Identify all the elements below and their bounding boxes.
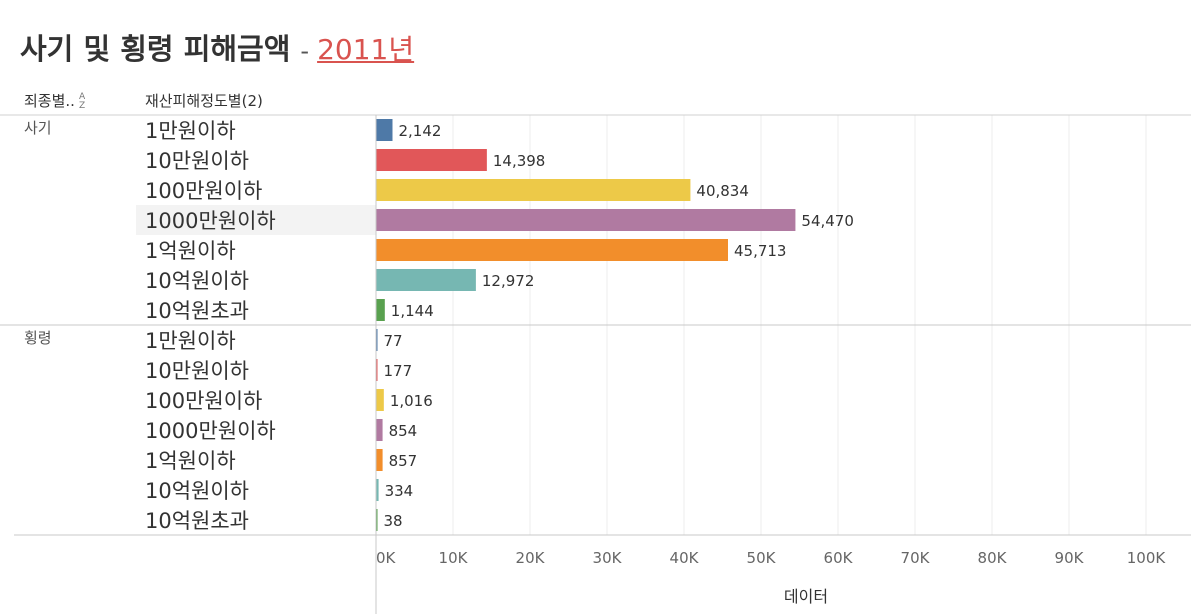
- bar[interactable]: [376, 329, 378, 351]
- category-label: 100만원이하: [145, 179, 262, 203]
- data-label: 857: [389, 452, 418, 470]
- column-header-crime-type-label: 죄종별..: [24, 92, 75, 110]
- bar[interactable]: [376, 119, 393, 141]
- category-label: 1억원이하: [145, 239, 236, 263]
- bar[interactable]: [376, 209, 796, 231]
- data-label: 14,398: [493, 152, 546, 170]
- x-tick-label: 10K: [439, 549, 469, 567]
- column-header-crime-type[interactable]: 죄종별.. A Z: [24, 90, 85, 111]
- data-label: 1,144: [391, 302, 434, 320]
- page-title: 사기 및 횡령 피해금액 - 2011년: [20, 26, 414, 70]
- category-label: 1000만원이하: [145, 209, 276, 233]
- data-label: 2,142: [398, 122, 441, 140]
- category-label: 1만원이하: [145, 329, 236, 353]
- bar[interactable]: [376, 299, 385, 321]
- bar[interactable]: [376, 149, 487, 171]
- data-label: 177: [384, 362, 413, 380]
- x-axis-title: 데이터: [784, 587, 828, 606]
- data-label: 77: [384, 332, 403, 350]
- column-header-damage-level: 재산피해정도별(2): [145, 92, 263, 110]
- category-label: 10억원이하: [145, 479, 249, 503]
- data-label: 334: [385, 482, 414, 500]
- year-filter-link[interactable]: 2011년: [317, 33, 415, 66]
- category-label: 100만원이하: [145, 389, 262, 413]
- data-label: 12,972: [482, 272, 535, 290]
- data-label: 45,713: [734, 242, 787, 260]
- category-label: 10억원초과: [145, 299, 249, 323]
- bar[interactable]: [376, 419, 383, 441]
- data-label: 38: [384, 512, 403, 530]
- x-tick-label: 60K: [824, 549, 854, 567]
- category-label: 10억원이하: [145, 269, 249, 293]
- data-label: 40,834: [696, 182, 749, 200]
- bar[interactable]: [376, 239, 728, 261]
- x-tick-label: 80K: [978, 549, 1008, 567]
- category-label: 1만원이하: [145, 119, 236, 143]
- bar[interactable]: [376, 479, 379, 501]
- x-tick-label: 40K: [670, 549, 700, 567]
- category-label: 10만원이하: [145, 359, 249, 383]
- category-label: 1000만원이하: [145, 419, 276, 443]
- title-separator: -: [300, 37, 310, 65]
- chart-title: 사기 및 횡령 피해금액: [20, 32, 291, 66]
- category-label: 10만원이하: [145, 149, 249, 173]
- x-tick-label: 90K: [1055, 549, 1085, 567]
- data-label: 1,016: [390, 392, 433, 410]
- group-label-2: 횡령: [24, 329, 52, 347]
- x-tick-label: 0K: [376, 549, 397, 567]
- bar[interactable]: [376, 389, 384, 411]
- category-label: 1억원이하: [145, 449, 236, 473]
- x-tick-label: 100K: [1127, 549, 1167, 567]
- category-label: 10억원초과: [145, 509, 249, 533]
- x-tick-label: 30K: [593, 549, 623, 567]
- bar[interactable]: [376, 509, 378, 531]
- group-label-1: 사기: [24, 119, 52, 137]
- x-tick-label: 50K: [747, 549, 777, 567]
- highlighted-row-background: [136, 205, 376, 235]
- bar[interactable]: [376, 269, 476, 291]
- bar[interactable]: [376, 179, 691, 201]
- bar[interactable]: [376, 449, 383, 471]
- bar[interactable]: [376, 359, 378, 381]
- x-tick-label: 20K: [516, 549, 546, 567]
- data-label: 54,470: [801, 212, 854, 230]
- data-label: 854: [389, 422, 418, 440]
- x-tick-label: 70K: [901, 549, 931, 567]
